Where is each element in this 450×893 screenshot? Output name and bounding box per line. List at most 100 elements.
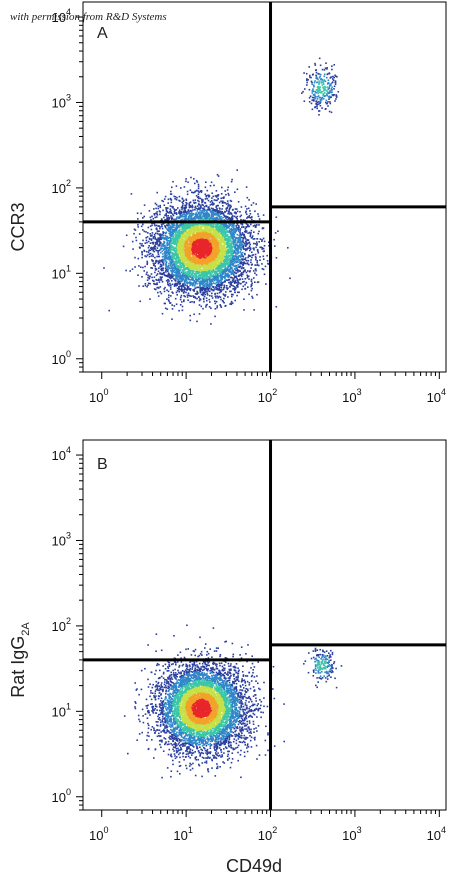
event-point <box>196 248 199 251</box>
event-point <box>183 269 186 272</box>
event-point <box>211 201 214 204</box>
event-point <box>208 298 211 301</box>
event-point <box>180 259 183 261</box>
event-point <box>259 238 262 240</box>
event-point <box>179 251 181 253</box>
event-point <box>221 219 223 221</box>
event-point <box>181 208 183 211</box>
event-point <box>261 268 264 270</box>
event-point <box>227 250 230 253</box>
event-point <box>147 274 149 277</box>
event-point <box>249 243 251 246</box>
event-point <box>246 196 249 199</box>
event-point <box>230 290 232 293</box>
event-point <box>210 284 213 286</box>
event-point <box>178 245 181 247</box>
event-point <box>137 218 139 220</box>
event-point <box>188 202 191 204</box>
event-point <box>167 198 170 201</box>
event-point <box>167 299 170 301</box>
event-point <box>154 283 156 285</box>
event-point <box>183 299 185 301</box>
event-point <box>193 288 195 291</box>
event-point <box>257 281 260 283</box>
event-point <box>173 212 176 215</box>
event-point <box>180 277 183 280</box>
event-point <box>166 217 168 219</box>
event-point <box>199 278 201 280</box>
event-point <box>151 253 154 256</box>
event-point <box>146 236 149 238</box>
event-point <box>187 270 190 273</box>
event-point <box>167 228 170 230</box>
event-point <box>226 235 229 237</box>
event-point <box>153 280 155 282</box>
event-point <box>186 289 189 291</box>
event-point <box>231 295 233 298</box>
event-point <box>177 281 180 284</box>
event-point <box>235 216 237 219</box>
event-point <box>166 289 168 291</box>
event-point <box>156 273 159 275</box>
event-point <box>235 258 238 261</box>
event-point <box>159 243 161 245</box>
event-point <box>175 282 178 285</box>
event-point <box>255 203 257 205</box>
event-point <box>246 208 248 210</box>
event-point <box>235 230 237 232</box>
event-point <box>231 233 234 236</box>
event-point <box>234 260 237 263</box>
event-point <box>181 279 184 282</box>
event-point <box>214 248 216 250</box>
event-point <box>164 286 166 289</box>
event-point <box>241 259 244 261</box>
event-point <box>157 237 159 239</box>
event-point <box>180 240 182 242</box>
event-point <box>167 296 170 299</box>
event-point <box>178 253 181 255</box>
event-point <box>218 216 221 219</box>
event-point <box>157 251 159 254</box>
event-point <box>169 245 171 248</box>
event-point <box>213 231 216 233</box>
event-point <box>164 307 167 310</box>
event-point <box>197 215 199 217</box>
event-point <box>225 203 228 205</box>
event-point <box>150 228 153 231</box>
event-point <box>140 212 142 215</box>
event-point <box>246 274 248 277</box>
event-point <box>212 207 214 210</box>
event-point <box>222 300 224 303</box>
event-point <box>237 256 239 258</box>
event-point <box>211 295 213 297</box>
event-point <box>173 278 175 280</box>
event-point <box>211 297 214 299</box>
event-point <box>234 264 236 267</box>
event-point <box>177 236 180 238</box>
event-point <box>248 215 251 217</box>
event-point <box>251 256 253 259</box>
event-point <box>230 232 232 235</box>
event-point <box>232 238 235 240</box>
event-point <box>182 244 184 247</box>
event-point <box>151 267 153 269</box>
event-point <box>231 248 233 250</box>
event-point <box>240 241 243 243</box>
event-point <box>251 254 254 257</box>
event-point <box>245 262 247 265</box>
event-point <box>159 286 162 288</box>
event-point <box>146 263 148 266</box>
event-point <box>141 253 143 256</box>
event-point <box>277 230 279 232</box>
event-point <box>243 233 245 236</box>
event-point <box>258 218 261 220</box>
event-point <box>234 268 236 270</box>
event-point <box>214 315 216 318</box>
event-point <box>174 252 176 255</box>
event-point <box>221 186 223 189</box>
event-point <box>249 249 251 252</box>
event-point <box>176 241 179 243</box>
event-point <box>188 206 191 209</box>
event-point <box>182 213 185 216</box>
